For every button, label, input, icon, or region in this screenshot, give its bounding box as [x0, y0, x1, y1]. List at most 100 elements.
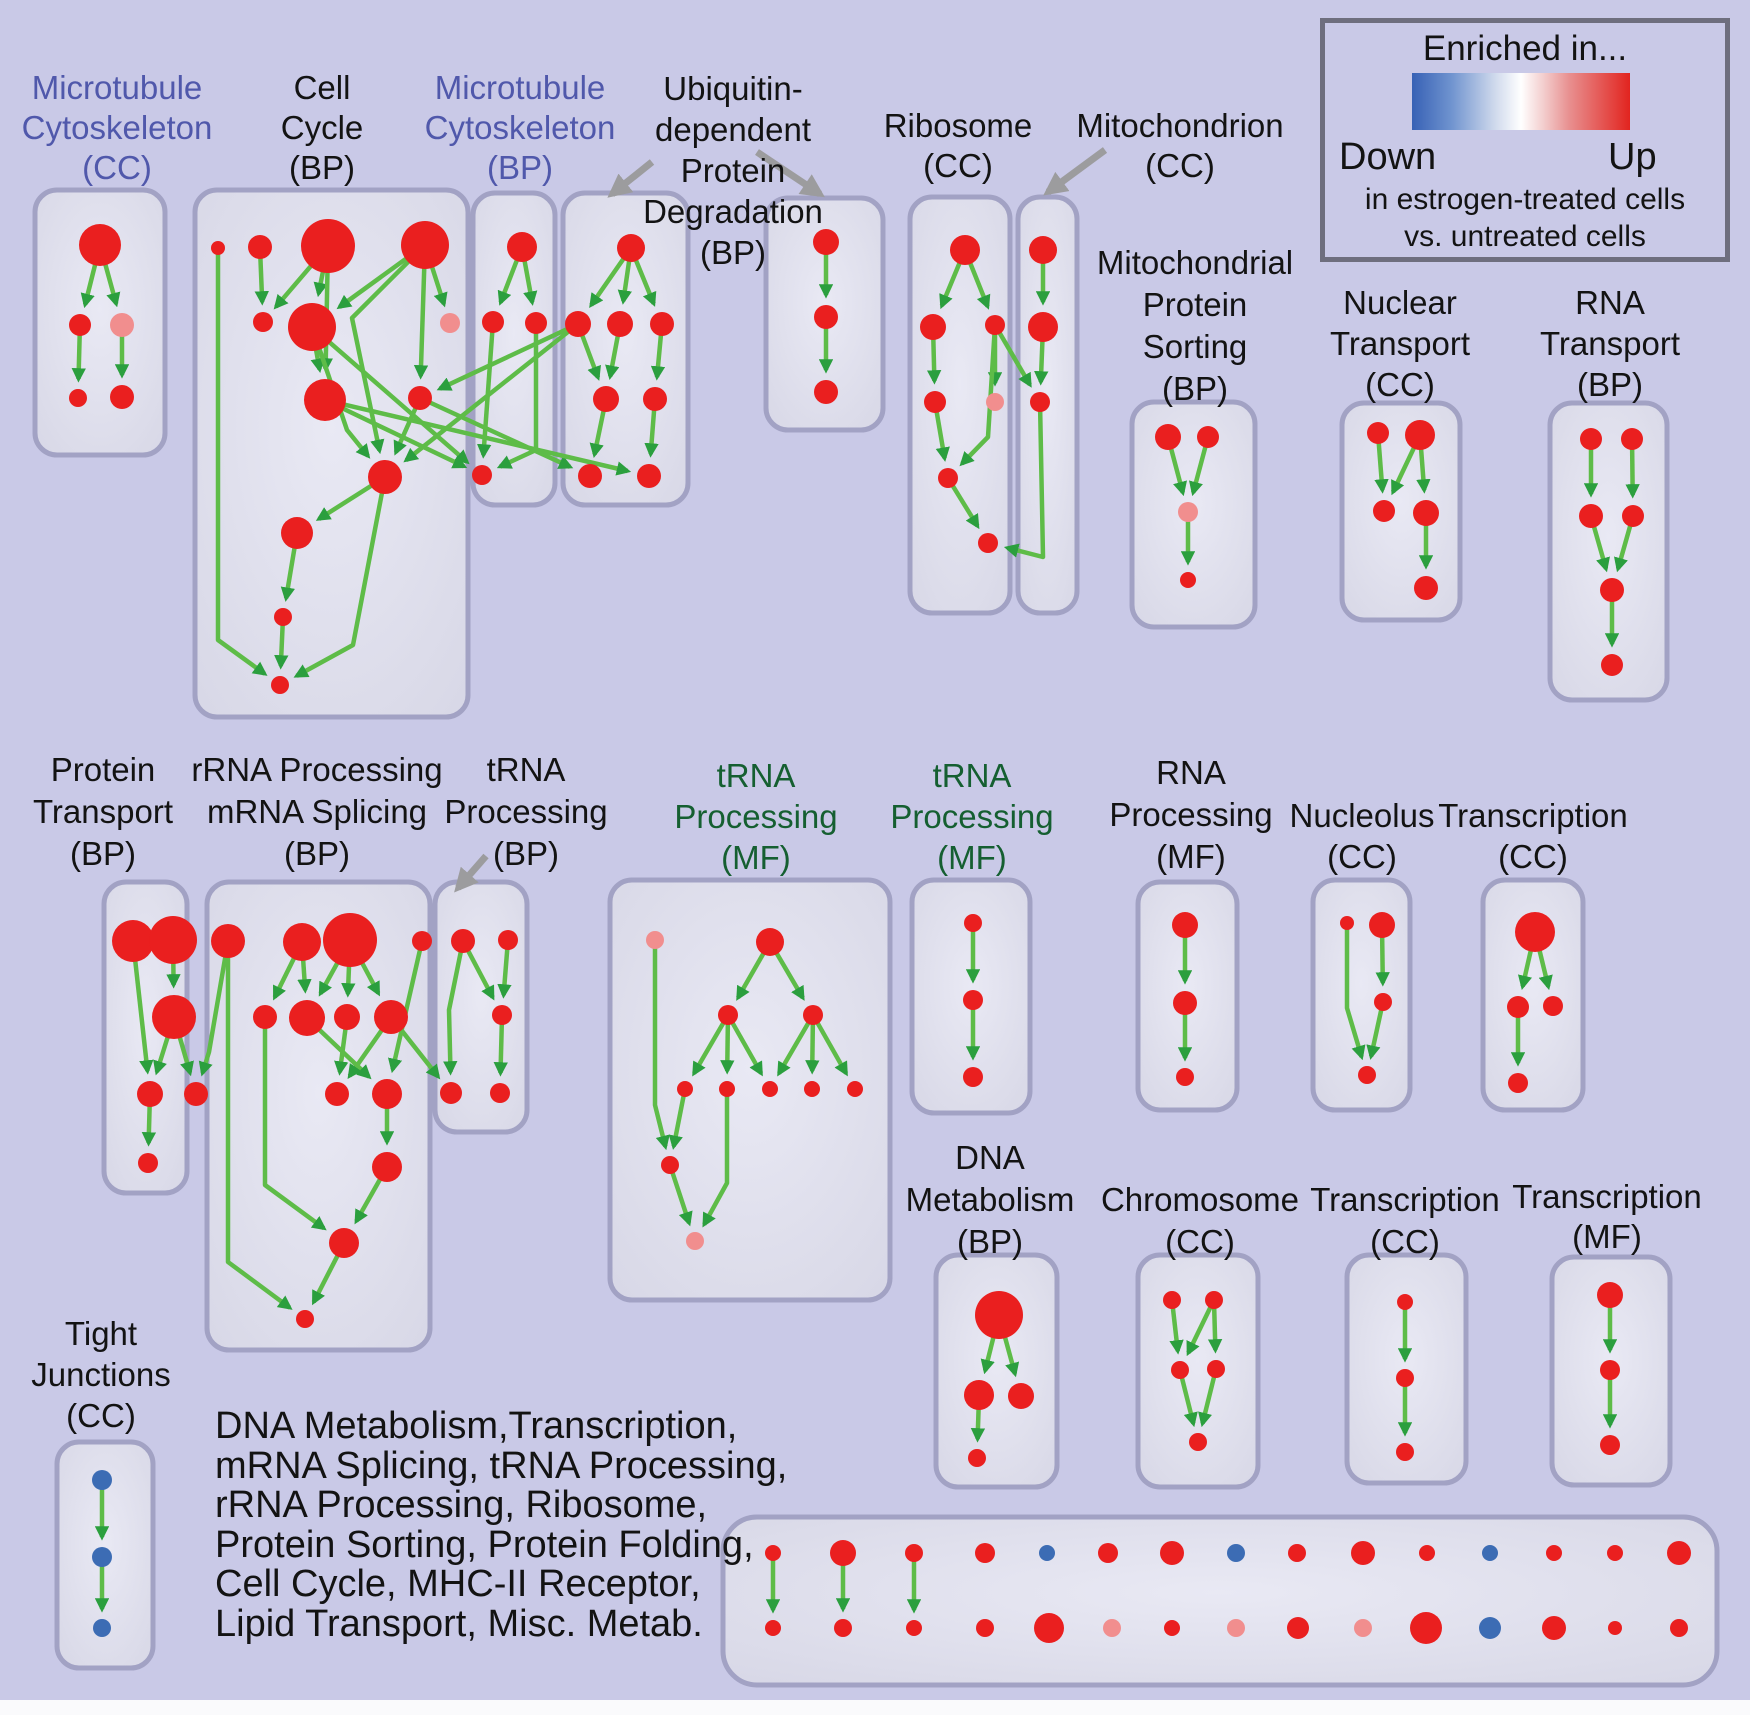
- go-term-node: [1173, 991, 1197, 1015]
- go-term-node: [1039, 1545, 1055, 1561]
- edge-arrow: [605, 329, 622, 380]
- go-term-node: [905, 1544, 923, 1562]
- go-term-node: [756, 928, 784, 956]
- go-term-node: [968, 1449, 986, 1467]
- group-label-line: RNA: [1156, 754, 1226, 791]
- group-label-line: Cytoskeleton: [21, 109, 213, 146]
- go-term-node: [1405, 420, 1435, 450]
- edge-arrow: [403, 326, 575, 463]
- annotation-line: Lipid Transport, Misc. Metab.: [215, 1602, 703, 1645]
- go-term-node: [617, 234, 645, 262]
- group-label-rna-processing-mf: RNA Processing (MF): [1109, 752, 1272, 878]
- edge-arrow: [313, 337, 371, 459]
- label-pointer-arrow: [1043, 147, 1108, 196]
- group-label-line: Microtubule: [31, 69, 203, 106]
- go-term-node: [938, 468, 958, 488]
- edge-arrow: [1374, 438, 1389, 494]
- go-term-node: [325, 1082, 349, 1106]
- go-term-node: [1374, 993, 1392, 1011]
- go-term-node: [975, 1543, 995, 1563]
- legend-up-label: Up: [1608, 136, 1657, 178]
- go-term-node: [1597, 1282, 1623, 1308]
- legend-subtitle-2: vs. untreated cells: [1404, 220, 1646, 253]
- group-box-dna-metabolism-bp: [933, 1252, 1060, 1490]
- go-term-node: [274, 608, 292, 626]
- go-term-node: [507, 232, 537, 262]
- go-term-node: [368, 460, 402, 494]
- group-label-dna-metabolism-bp: DNA Metabolism (BP): [906, 1137, 1075, 1263]
- group-box-rna-transport-bp: [1547, 400, 1670, 703]
- go-term-node: [1164, 1620, 1180, 1636]
- edge-arrow: [354, 1172, 386, 1225]
- edge-arrow: [293, 484, 386, 678]
- edge-arrow: [254, 252, 269, 306]
- edge-arrow: [1169, 1304, 1184, 1355]
- edge-arrow: [71, 330, 86, 383]
- group-label-mitochondrion-cc: Mitochondrion (CC): [1076, 106, 1283, 186]
- go-term-node: [1160, 1541, 1184, 1565]
- go-term-node: [834, 1619, 852, 1637]
- edge-arrow: [589, 252, 629, 309]
- go-term-node: [296, 1310, 314, 1328]
- group-label-line: Mitochondrion: [1076, 107, 1284, 144]
- edge-arrow: [702, 1093, 730, 1228]
- go-term-node: [1479, 1617, 1501, 1639]
- edge-arrow: [319, 333, 470, 465]
- group-label-line: Microtubule: [434, 69, 606, 106]
- go-term-node: [401, 221, 449, 269]
- go-term-node: [762, 1081, 778, 1097]
- go-term-node: [607, 311, 633, 337]
- go-term-node: [138, 1153, 158, 1173]
- go-term-node: [643, 387, 667, 411]
- go-term-node: [1171, 1361, 1189, 1379]
- go-term-node: [1180, 572, 1196, 588]
- go-term-node: [492, 1005, 512, 1025]
- go-term-node: [289, 1000, 325, 1036]
- group-label-line: Metabolism: [905, 1181, 1075, 1218]
- annotation-line: Protein Sorting, Protein Folding,: [215, 1523, 754, 1566]
- annotation-line: rRNA Processing, Ribosome,: [215, 1484, 708, 1526]
- group-label-line: Ribosome: [883, 107, 1033, 144]
- go-term-node: [1369, 912, 1395, 938]
- go-term-node: [184, 1082, 208, 1106]
- group-label-line: Nucleolus: [1289, 796, 1435, 834]
- group-label-microtubule-cytoskeleton-bp: Microtubule Cytoskeleton (BP): [425, 68, 616, 188]
- legend-title: Enriched in...: [1422, 29, 1628, 68]
- go-term-node: [1367, 422, 1389, 444]
- go-term-node: [440, 313, 460, 333]
- edge-arrow: [311, 1248, 343, 1306]
- go-term-node: [1172, 912, 1198, 938]
- edge-arrow: [1189, 441, 1209, 497]
- edge-arrow: [280, 540, 298, 602]
- go-term-node: [1189, 1433, 1207, 1451]
- go-term-node: [451, 929, 475, 953]
- edge-arrow: [652, 944, 670, 1151]
- group-label-line: Transcription: [1512, 1178, 1702, 1215]
- go-term-node: [1034, 1613, 1064, 1643]
- go-term-node: [1600, 1360, 1620, 1380]
- edge-arrow: [1003, 406, 1046, 560]
- group-label-line: (CC): [1165, 1223, 1235, 1260]
- group-label-nuclear-transport-cc: Nuclear Transport (CC): [1330, 282, 1470, 405]
- group-label-line: Transport: [1540, 324, 1680, 362]
- group-box-nucleolus-cc: [1310, 877, 1413, 1113]
- go-term-node: [718, 1005, 738, 1025]
- go-term-node: [253, 312, 273, 332]
- group-label-chromosome-cc: Chromosome (CC): [1101, 1179, 1299, 1263]
- group-label-line: (BP): [1161, 370, 1228, 407]
- legend-gradient-bar: [1412, 73, 1630, 130]
- edge-arrow: [644, 404, 659, 458]
- edge-arrow: [1366, 1005, 1385, 1060]
- edge-arrow: [1375, 931, 1390, 987]
- go-term-node: [963, 1067, 983, 1087]
- go-term-node: [1028, 312, 1058, 342]
- group-label-line: (BP): [956, 1223, 1023, 1260]
- go-term-node: [765, 1620, 781, 1636]
- edge-arrow: [262, 1023, 327, 1231]
- edge-arrow: [720, 1019, 735, 1075]
- go-term-node: [1507, 996, 1529, 1018]
- legend-down-label: Down: [1339, 136, 1437, 178]
- edge-arrow: [1167, 442, 1187, 497]
- go-term-node: [498, 930, 518, 950]
